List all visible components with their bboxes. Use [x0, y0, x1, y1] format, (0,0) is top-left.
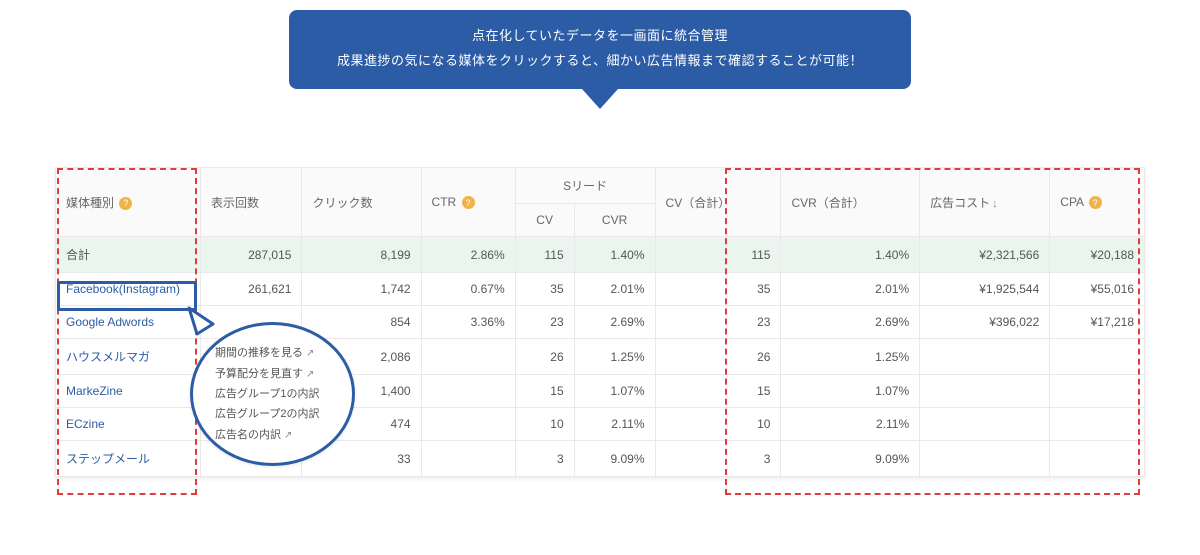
media-link[interactable]: ECzine	[56, 408, 201, 441]
media-link[interactable]: ハウスメルマガ	[56, 339, 201, 375]
col-cvr[interactable]: CVR	[574, 204, 655, 237]
popup-adname-detail[interactable]: 広告名の内訳↗	[215, 425, 338, 446]
external-link-icon: ↗	[284, 427, 292, 446]
table-row[interactable]: Facebook(Instagram) 261,621 1,742 0.67% …	[56, 273, 1145, 306]
info-banner: 点在化していたデータを一画面に統合管理 成果進捗の気になる媒体をクリックすると、…	[289, 10, 911, 89]
popup-adgroup2-detail[interactable]: 広告グループ2の内訳	[215, 404, 338, 424]
col-cvr-total[interactable]: CVR（合計）	[781, 168, 920, 237]
popup-view-trend[interactable]: 期間の推移を見る↗	[215, 343, 338, 364]
help-icon[interactable]: ?	[462, 196, 475, 209]
popup-tail-icon	[185, 304, 221, 340]
col-impressions[interactable]: 表示回数	[201, 168, 302, 237]
table-row-total: 合計 287,015 8,199 2.86% 115 1.40% 115 1.4…	[56, 237, 1145, 273]
col-clicks[interactable]: クリック数	[302, 168, 421, 237]
banner-line1: 点在化していたデータを一画面に統合管理	[307, 24, 893, 49]
col-cost[interactable]: 広告コスト↓	[920, 168, 1050, 237]
banner-line2: 成果進捗の気になる媒体をクリックすると、細かい広告情報まで確認することが可能！	[307, 49, 893, 74]
sort-desc-icon: ↓	[992, 198, 998, 210]
col-cv-total[interactable]: CV（合計）	[655, 168, 781, 237]
help-icon[interactable]: ?	[1089, 196, 1102, 209]
external-link-icon: ↗	[306, 366, 314, 385]
media-link[interactable]: Google Adwords	[56, 306, 201, 339]
media-link[interactable]: Facebook(Instagram)	[56, 273, 201, 306]
external-link-icon: ↗	[306, 345, 314, 364]
popup-adgroup1-detail[interactable]: 広告グループ1の内訳	[215, 384, 338, 404]
col-ctr[interactable]: CTR ?	[421, 168, 515, 237]
help-icon[interactable]: ?	[119, 197, 132, 210]
media-drilldown-popup: 期間の推移を見る↗ 予算配分を見直す↗ 広告グループ1の内訳 広告グループ2の内…	[190, 322, 355, 466]
media-link[interactable]: MarkeZine	[56, 375, 201, 408]
col-media[interactable]: 媒体種別 ?	[56, 168, 201, 237]
media-link[interactable]: ステップメール	[56, 441, 201, 477]
col-cpa[interactable]: CPA ?	[1050, 168, 1145, 237]
col-cv[interactable]: CV	[515, 204, 574, 237]
col-slead-group[interactable]: Sリード	[515, 168, 655, 204]
popup-rebalance-budget[interactable]: 予算配分を見直す↗	[215, 364, 338, 385]
